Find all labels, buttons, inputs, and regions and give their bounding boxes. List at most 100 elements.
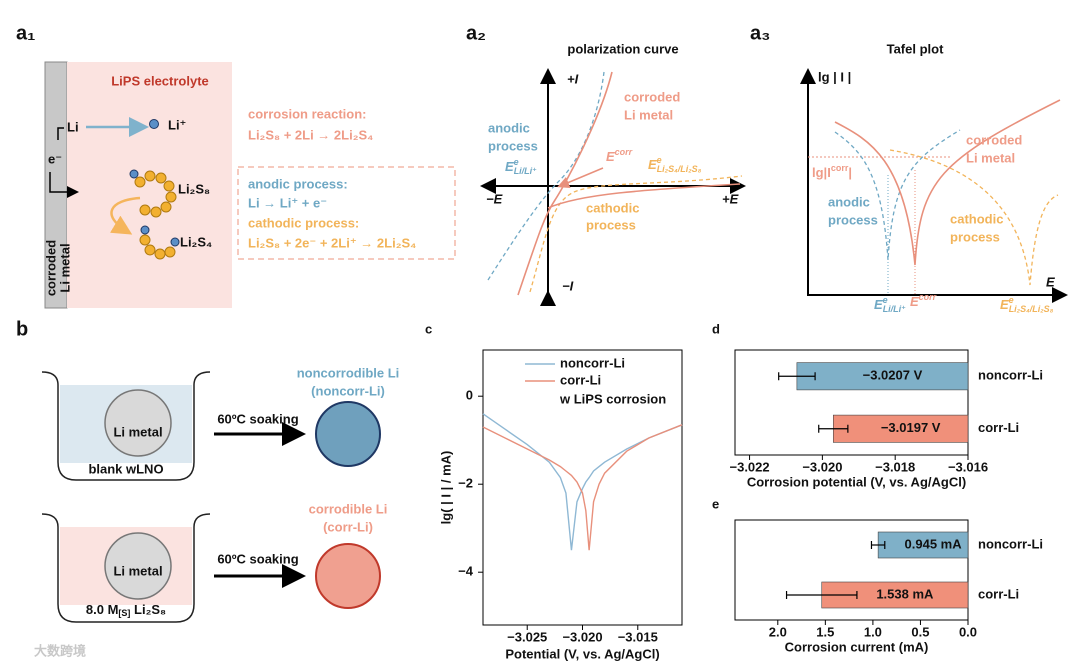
solution-label: blank wLNO [88, 461, 163, 476]
li-ion [149, 119, 159, 129]
process-label: 60ºC soaking [217, 551, 298, 566]
potential-label: Ee Li/Li⁺ [505, 157, 537, 176]
label: process [828, 212, 878, 227]
x-axis-label: Corrosion potential (V, vs. Ag/AgCl) [747, 474, 966, 489]
panel-label: c [425, 321, 432, 336]
legend-label: noncorr-Li [560, 355, 625, 370]
axis-label: −E [486, 191, 503, 206]
anodic-title: anodic process: [248, 176, 348, 191]
corrosion-eq: Li₂S₈ + 2Li → 2Li₂S₄ [248, 127, 373, 142]
panel-a3: a₃ Tafel plot lg | I | E lg|Icorr| corro… [750, 22, 1068, 314]
x-tick-label: −3.020 [802, 459, 842, 474]
potential-label: Ee Li/Li⁺ [874, 295, 906, 314]
electron-label: e⁻ [48, 151, 62, 166]
li-disc [104, 389, 172, 457]
x-tick-label: 0.0 [959, 624, 977, 639]
label: anodic [488, 120, 530, 135]
y-tick-label: −2 [458, 476, 473, 491]
arrow [557, 167, 604, 189]
panel-b: b Li metal blank wLNO 60ºC soaking nonco… [16, 318, 400, 623]
series-line [482, 424, 683, 551]
bar [832, 414, 969, 443]
curve [889, 149, 1059, 286]
dashed-box [237, 166, 456, 260]
s8-chain [129, 169, 177, 218]
axis-label: −I [562, 278, 574, 293]
category-label: corr-Li [978, 420, 1019, 435]
potential-label: Ecorr [606, 147, 633, 164]
x-tick-label: −3.020 [562, 629, 602, 644]
sup: e [657, 155, 662, 165]
label: cathodic [950, 211, 1003, 226]
main: E [606, 149, 615, 164]
main: E [505, 159, 514, 174]
panel-a2: a₂ polarization curve +I −I −E +E corrod… [466, 22, 746, 306]
metal-label: Li metal [57, 243, 72, 292]
x-tick-label: −3.025 [507, 629, 547, 644]
label: noncorrodible Li [297, 365, 400, 380]
category-label: corr-Li [978, 586, 1019, 601]
metal-label: corroded [43, 240, 58, 296]
panel-label: b [16, 318, 28, 340]
label: anodic [828, 194, 870, 209]
sub: Li₂S₄/Li₂S₈ [1009, 304, 1054, 314]
sub: [S] [118, 608, 130, 618]
li-label: Li [67, 119, 79, 134]
sub: Li/Li⁺ [514, 166, 537, 176]
x-tick-label: 1.0 [864, 624, 882, 639]
electron-arrow [49, 172, 79, 198]
y-tick-label: −4 [458, 564, 474, 579]
value-label: −3.0197 V [881, 420, 941, 435]
curve [834, 129, 961, 261]
label: cathodic [586, 200, 639, 215]
cathodic-title: cathodic process: [248, 215, 359, 230]
s8-label: Li₂S₈ [178, 181, 210, 196]
label: process [950, 229, 1000, 244]
x-tick-label: 2.0 [769, 624, 787, 639]
plot-frame [734, 349, 969, 456]
x-tick-label: −3.015 [618, 629, 658, 644]
axis-label: lg | I | [818, 69, 851, 84]
potential-label: Ee Li₂S₄/Li₂S₈ [1000, 295, 1054, 314]
x-axis-label: Corrosion current (mA) [785, 639, 929, 654]
li-label: Li metal [113, 424, 162, 439]
solution-label: 8.0 M[S] Li₂S₈ [86, 602, 166, 618]
label: Li metal [966, 150, 1015, 165]
potential-label: Ee Li₂S₄/Li₂S₈ [648, 155, 702, 174]
bracket [57, 127, 64, 140]
title: Tafel plot [887, 41, 944, 56]
sup: corr [919, 292, 937, 302]
panel-a1: a₁ corroded Li metal LiPS electrolyte Li… [16, 22, 456, 309]
axis-label: +I [567, 71, 579, 86]
process-label: 60ºC soaking [217, 411, 298, 426]
y-tick-label: 0 [466, 388, 473, 403]
x-tick-label: 1.5 [816, 624, 834, 639]
curve [487, 71, 605, 281]
arrow [109, 196, 141, 235]
label: (noncorr-Li) [311, 383, 385, 398]
plot-frame [734, 519, 969, 621]
corrosion-title: corrosion reaction: [248, 106, 366, 121]
curve [834, 99, 1061, 266]
main: E [874, 297, 883, 312]
main: E [648, 157, 657, 172]
li-label: Li metal [113, 563, 162, 578]
charts: c −3.025 −3.020 −3.015 0 −2 −4 noncorr-Li corr-L… [425, 321, 1043, 661]
label: corroded [624, 89, 680, 104]
corr-disc [315, 543, 381, 609]
axis-label: +E [722, 191, 739, 206]
end: Li₂S₈ [130, 602, 166, 617]
label: Li metal [624, 107, 673, 122]
x-tick-label: −3.016 [948, 459, 988, 474]
sub: Li₂S₄/Li₂S₈ [657, 164, 702, 174]
end: | [848, 165, 852, 180]
value-label: 0.945 mA [905, 536, 963, 551]
x-tick-label: −3.018 [875, 459, 915, 474]
annotation: w LiPS corrosion [559, 391, 666, 406]
sub: Li/Li⁺ [883, 304, 906, 314]
sup: corr [615, 147, 633, 157]
label: (corr-Li) [323, 519, 373, 534]
watermark: 大数跨境 [34, 643, 86, 658]
axis-label: E [1046, 274, 1055, 289]
